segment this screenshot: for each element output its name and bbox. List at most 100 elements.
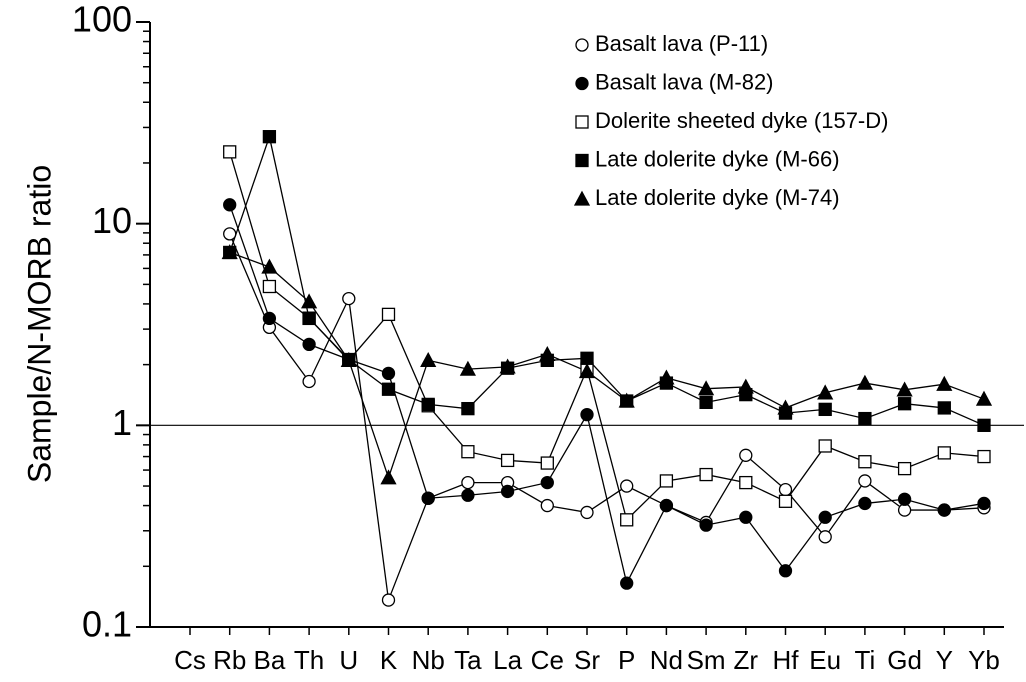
data-point xyxy=(818,510,832,524)
data-point xyxy=(777,399,794,415)
data-point xyxy=(618,392,635,408)
x-tick-label: Yb xyxy=(968,645,1000,675)
data-point xyxy=(381,593,396,607)
x-tick-label: Th xyxy=(294,645,324,675)
x-tick-label: Y xyxy=(936,645,953,675)
data-point xyxy=(817,384,834,400)
x-tick-label: Rb xyxy=(213,645,246,675)
data-point xyxy=(975,390,993,406)
data-point xyxy=(937,446,951,460)
data-point xyxy=(977,496,991,511)
data-point xyxy=(580,351,594,365)
data-point xyxy=(897,397,912,411)
x-tick-label: Ta xyxy=(454,645,482,675)
data-point xyxy=(540,456,554,470)
data-point xyxy=(380,469,397,485)
data-point xyxy=(778,494,793,508)
data-point xyxy=(739,510,753,524)
legend-label: Late dolerite dyke (M-66) xyxy=(595,146,840,171)
data-point xyxy=(856,374,873,390)
data-point xyxy=(699,395,713,410)
data-point xyxy=(262,311,277,326)
data-point xyxy=(420,351,437,368)
legend-marker xyxy=(573,190,591,206)
legend-label: Dolerite sheeted dyke (157-D) xyxy=(595,108,888,133)
data-point xyxy=(500,453,515,468)
legend-label: Late dolerite dyke (M-74) xyxy=(595,185,840,210)
data-point xyxy=(659,498,674,513)
x-tick-label: K xyxy=(380,645,398,675)
data-point xyxy=(818,439,832,453)
data-point xyxy=(897,492,912,506)
x-tick-label: Eu xyxy=(809,645,841,675)
data-point xyxy=(699,518,713,532)
data-point xyxy=(737,378,754,394)
x-tick-label: Sm xyxy=(687,645,726,675)
data-point xyxy=(858,474,872,488)
legend-marker xyxy=(575,76,589,91)
x-tick-label: Ce xyxy=(531,645,564,675)
legend-marker xyxy=(575,38,589,52)
series-line xyxy=(229,251,985,480)
legend-marker xyxy=(575,115,589,129)
data-point xyxy=(778,564,793,578)
data-point xyxy=(381,307,396,322)
x-tick-label: Gd xyxy=(887,645,922,675)
data-point xyxy=(739,475,753,490)
data-point xyxy=(340,351,357,368)
data-point xyxy=(858,455,872,469)
data-point xyxy=(302,374,316,389)
data-point xyxy=(540,498,554,513)
data-point xyxy=(818,530,832,544)
data-point xyxy=(540,475,554,490)
legend-label: Basalt lava (P-11) xyxy=(595,31,768,56)
data-point xyxy=(461,445,475,459)
data-point xyxy=(223,198,237,212)
y-tick-label: 100 xyxy=(72,0,132,40)
data-point xyxy=(739,448,753,462)
data-point xyxy=(461,401,475,416)
data-point xyxy=(936,375,953,391)
data-point xyxy=(937,401,951,415)
y-axis-label: Sample/N-MORB ratio xyxy=(21,165,57,483)
data-point xyxy=(539,345,556,361)
data-point xyxy=(858,411,872,426)
data-point xyxy=(461,488,475,502)
data-point xyxy=(459,360,476,376)
data-point xyxy=(223,227,237,241)
data-point xyxy=(658,369,675,385)
data-point xyxy=(580,505,594,520)
x-tick-label: Hf xyxy=(773,645,800,675)
data-point xyxy=(381,382,396,396)
data-point xyxy=(301,293,318,309)
data-point xyxy=(223,145,237,159)
data-point xyxy=(262,130,277,144)
data-point xyxy=(302,337,316,352)
data-point xyxy=(896,381,913,397)
data-point xyxy=(818,402,832,417)
data-point xyxy=(580,407,594,422)
x-tick-label: Cs xyxy=(174,645,206,675)
data-point xyxy=(937,503,951,517)
x-tick-label: Zr xyxy=(734,645,759,675)
data-point xyxy=(261,258,278,274)
x-tick-label: Nb xyxy=(412,645,445,675)
data-point xyxy=(778,482,793,497)
data-point xyxy=(381,366,396,381)
data-point xyxy=(699,467,713,482)
data-point xyxy=(302,311,316,326)
x-tick-label: U xyxy=(339,645,358,675)
legend-label: Basalt lava (M-82) xyxy=(595,69,774,94)
x-tick-label: P xyxy=(618,645,635,675)
data-point xyxy=(500,484,515,499)
x-tick-label: Ti xyxy=(855,645,876,675)
x-tick-label: Ba xyxy=(253,645,285,675)
x-tick-label: Nd xyxy=(650,645,683,675)
data-point xyxy=(659,474,674,488)
data-point xyxy=(421,397,435,412)
x-tick-label: La xyxy=(493,645,522,675)
y-tick-label: 10 xyxy=(92,200,132,241)
data-point xyxy=(461,475,475,490)
y-tick-label: 1 xyxy=(112,402,132,443)
